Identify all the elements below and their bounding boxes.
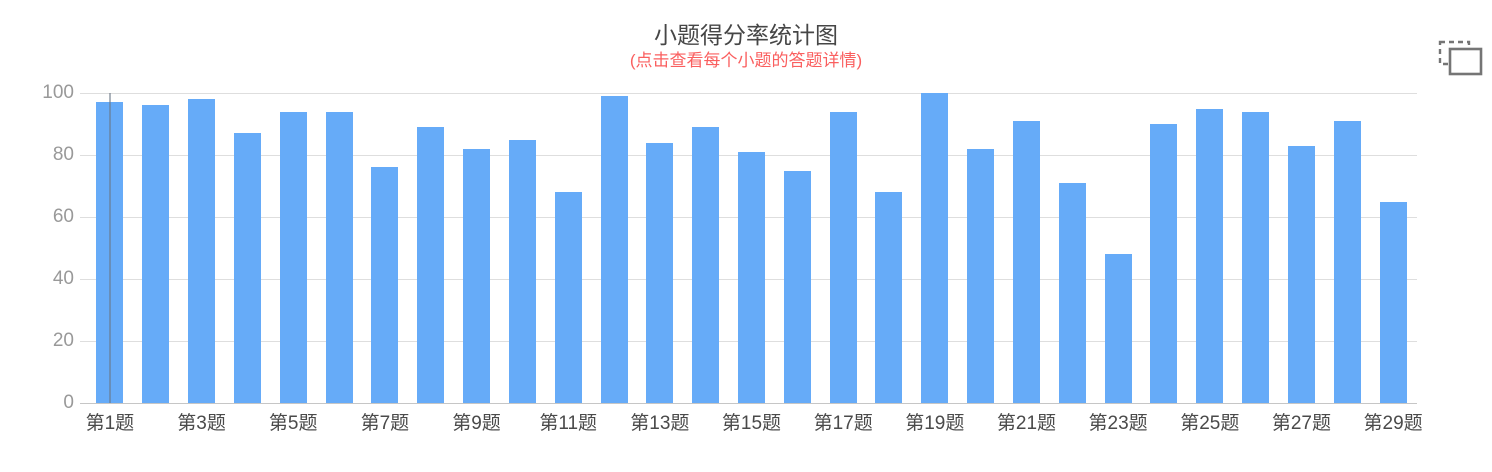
x-axis-tick-label: 第5题 <box>268 413 318 434</box>
toolbox-restore-icon[interactable] <box>1438 40 1484 77</box>
x-axis-tick-label: 第9题 <box>452 413 501 434</box>
x-axis-tick-label: 第13题 <box>630 413 690 434</box>
x-axis-tick-label: 第1题 <box>85 413 135 434</box>
bar-第9题[interactable] <box>463 148 491 403</box>
bar-第15题[interactable] <box>738 151 765 403</box>
bar-第14题[interactable] <box>692 127 720 403</box>
bar-第13题[interactable] <box>646 142 674 403</box>
axis-pointer-line <box>108 93 111 403</box>
bar-第8题[interactable] <box>417 127 445 403</box>
x-axis-tick-label: 第25题 <box>1180 413 1240 434</box>
bar-第29题[interactable] <box>1379 201 1407 403</box>
x-axis-tick-label: 第27题 <box>1271 413 1331 434</box>
bar-第2题[interactable] <box>142 105 170 403</box>
x-axis-line <box>80 403 1417 404</box>
chart-title: 小题得分率统计图 <box>654 22 838 48</box>
bar-第4题[interactable] <box>233 133 261 403</box>
bar-第24题[interactable] <box>1150 124 1178 403</box>
bar-第27题[interactable] <box>1287 145 1315 403</box>
bar-第21题[interactable] <box>1012 120 1040 403</box>
bar-第3题[interactable] <box>188 99 216 403</box>
x-axis-tick-label: 第21题 <box>996 413 1057 434</box>
x-axis-tick-label: 第15题 <box>721 413 782 434</box>
bar-第19题[interactable] <box>921 93 949 403</box>
y-axis-tick-label: 40 <box>52 268 74 289</box>
bar-第12题[interactable] <box>600 96 628 403</box>
chart-subtitle: (点击查看每个小题的答题详情) <box>629 51 863 70</box>
bar-第5题[interactable] <box>279 111 307 403</box>
bar-第7题[interactable] <box>371 167 399 403</box>
y-axis-tick-label: 80 <box>52 144 74 165</box>
x-axis-tick-label: 第19题 <box>905 413 965 434</box>
y-gridline <box>80 93 1417 94</box>
bar-第25题[interactable] <box>1196 108 1224 403</box>
x-axis-tick-label: 第23题 <box>1088 413 1148 434</box>
bar-第10题[interactable] <box>508 139 536 403</box>
bar-第20题[interactable] <box>967 148 995 403</box>
y-axis-tick-label: 100 <box>42 82 74 103</box>
bar-第6题[interactable] <box>325 111 353 403</box>
bar-第28题[interactable] <box>1333 120 1361 403</box>
bar-第11题[interactable] <box>554 192 582 403</box>
y-axis-tick-label: 20 <box>52 330 74 351</box>
x-axis-tick-label: 第29题 <box>1363 413 1423 434</box>
x-axis-tick-label: 第3题 <box>177 413 226 434</box>
bar-第23题[interactable] <box>1104 254 1132 403</box>
bar-第22题[interactable] <box>1058 182 1086 403</box>
y-axis-tick-label: 0 <box>63 392 74 413</box>
bar-第18题[interactable] <box>875 192 903 403</box>
bar-第26题[interactable] <box>1242 111 1270 403</box>
y-axis-tick-label: 60 <box>52 206 74 227</box>
x-axis-tick-label: 第7题 <box>360 413 410 434</box>
x-axis-tick-label: 第17题 <box>813 413 873 434</box>
bar-第16题[interactable] <box>783 170 811 403</box>
x-axis-tick-label: 第11题 <box>539 413 598 434</box>
bar-第17题[interactable] <box>829 111 857 403</box>
